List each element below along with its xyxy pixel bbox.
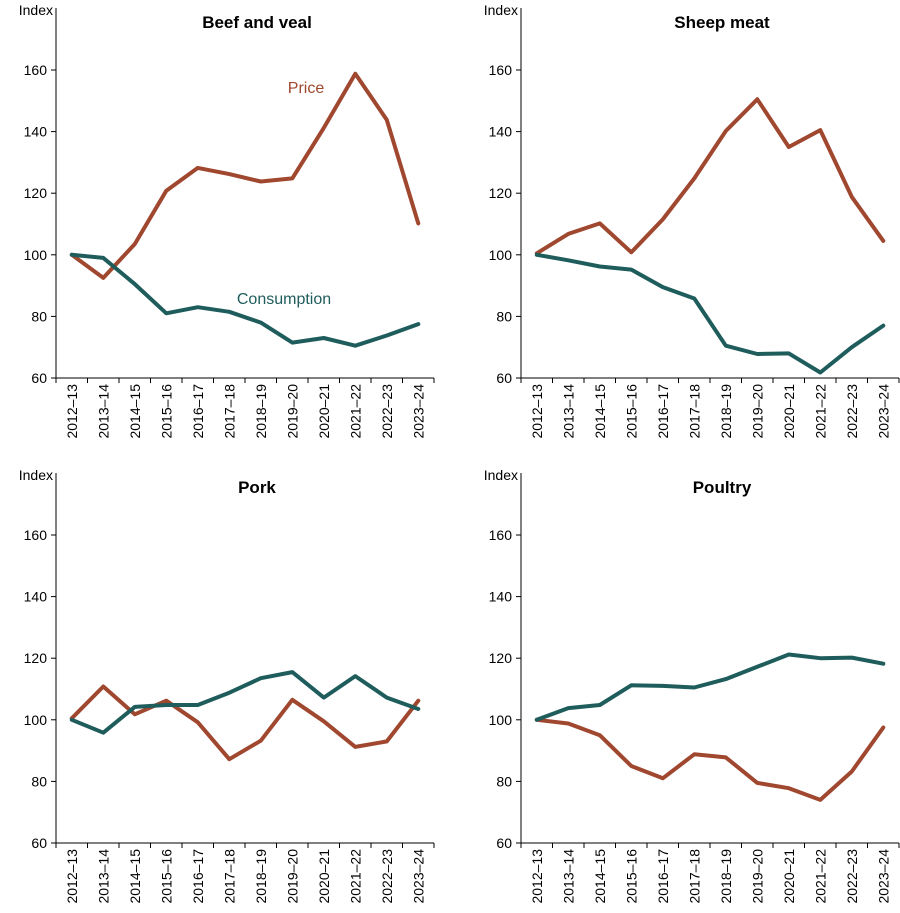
x-tick-label: 2020–21 bbox=[781, 849, 797, 904]
x-tick-label: 2019–20 bbox=[284, 849, 300, 904]
x-tick-label: 2019–20 bbox=[749, 849, 765, 904]
series-line-consumption bbox=[69, 670, 421, 735]
x-tick-label: 2013–14 bbox=[95, 849, 111, 904]
x-tick-label: 2013–14 bbox=[95, 384, 111, 439]
y-tick-label: 100 bbox=[24, 247, 48, 263]
chart-title: Poultry bbox=[693, 478, 752, 497]
x-tick-label: 2018–19 bbox=[718, 849, 734, 904]
chart-panel-3: 60 80 100 120 140 160 Index 2012–13 2013–14 2014–… bbox=[19, 467, 435, 904]
y-tick-label: 140 bbox=[489, 589, 513, 605]
x-tick-label: 2022–23 bbox=[844, 384, 860, 439]
y-tick-label: 100 bbox=[489, 712, 513, 728]
y-tick-label: 100 bbox=[489, 247, 513, 263]
y-tick-label: 120 bbox=[489, 185, 513, 201]
x-tick-label: 2021–22 bbox=[812, 849, 828, 904]
x-tick-label: 2014–15 bbox=[592, 384, 608, 439]
x-tick-label: 2015–16 bbox=[623, 384, 639, 439]
series-line-price bbox=[69, 684, 421, 762]
y-tick-label: 120 bbox=[489, 650, 513, 666]
y-tick-label: 140 bbox=[24, 124, 48, 140]
x-tick-label: 2019–20 bbox=[749, 384, 765, 439]
y-tick-label: 120 bbox=[24, 650, 48, 666]
x-tick-label: 2016–17 bbox=[655, 849, 671, 904]
x-tick-label: 2014–15 bbox=[592, 849, 608, 904]
x-tick-label: 2016–17 bbox=[190, 849, 206, 904]
x-tick-label: 2017–18 bbox=[221, 849, 237, 904]
y-tick-label: 60 bbox=[31, 370, 47, 386]
chart-panel-1: 60 80 100 120 140 160 Index 2012–13 2013–14 2014–… bbox=[19, 2, 435, 439]
x-tick-label: 2018–19 bbox=[253, 384, 269, 439]
y-tick-label: 80 bbox=[31, 773, 47, 789]
chart-panel-4: 60 80 100 120 140 160 Index 2012–13 2013–14 2014–… bbox=[484, 467, 900, 904]
x-tick-label: 2023–24 bbox=[875, 849, 891, 904]
y-tick-label: 80 bbox=[496, 308, 512, 324]
y-tick-label: 80 bbox=[496, 773, 512, 789]
x-tick-label: 2013–14 bbox=[560, 384, 576, 439]
x-tick-label: 2014–15 bbox=[127, 384, 143, 439]
x-tick-label: 2017–18 bbox=[221, 384, 237, 439]
x-tick-label: 2021–22 bbox=[347, 384, 363, 439]
y-tick-label: 160 bbox=[489, 527, 513, 543]
x-tick-label: 2021–22 bbox=[347, 849, 363, 904]
series-line-consumption bbox=[69, 252, 421, 348]
x-tick-label: 2017–18 bbox=[686, 849, 702, 904]
x-tick-label: 2020–21 bbox=[316, 849, 332, 904]
chart-title: Beef and veal bbox=[202, 13, 312, 32]
x-tick-label: 2023–24 bbox=[410, 384, 426, 439]
series-line-consumption bbox=[534, 652, 886, 722]
y-tick-label: 60 bbox=[496, 835, 512, 851]
chart-title: Pork bbox=[238, 478, 276, 497]
x-tick-label: 2012–13 bbox=[64, 849, 80, 904]
x-tick-label: 2017–18 bbox=[686, 384, 702, 439]
y-tick-label: 100 bbox=[24, 712, 48, 728]
x-tick-label: 2018–19 bbox=[253, 849, 269, 904]
y-tick-label: 160 bbox=[24, 62, 48, 78]
y-tick-label: 60 bbox=[31, 835, 47, 851]
chart-title: Sheep meat bbox=[674, 13, 770, 32]
x-tick-label: 2022–23 bbox=[844, 849, 860, 904]
series-line-price bbox=[534, 717, 886, 802]
x-tick-label: 2012–13 bbox=[529, 849, 545, 904]
series-line-consumption bbox=[534, 252, 886, 375]
x-tick-label: 2015–16 bbox=[623, 849, 639, 904]
x-tick-label: 2015–16 bbox=[158, 849, 174, 904]
x-tick-label: 2023–24 bbox=[875, 384, 891, 439]
x-tick-label: 2020–21 bbox=[781, 384, 797, 439]
x-tick-label: 2021–22 bbox=[812, 384, 828, 439]
x-tick-label: 2022–23 bbox=[379, 849, 395, 904]
y-tick-label: 140 bbox=[24, 589, 48, 605]
y-tick-label: 140 bbox=[489, 124, 513, 140]
x-tick-label: 2019–20 bbox=[284, 384, 300, 439]
series-line-price bbox=[69, 71, 421, 280]
x-tick-label: 2022–23 bbox=[379, 384, 395, 439]
y-tick-label: 120 bbox=[24, 185, 48, 201]
y-tick-label: 160 bbox=[489, 62, 513, 78]
y-tick-label: 80 bbox=[31, 308, 47, 324]
x-tick-label: 2013–14 bbox=[560, 849, 576, 904]
x-tick-label: 2012–13 bbox=[529, 384, 545, 439]
x-tick-label: 2018–19 bbox=[718, 384, 734, 439]
x-tick-label: 2014–15 bbox=[127, 849, 143, 904]
series-label-consumption: Consumption bbox=[237, 291, 331, 308]
chart-panel-2: 60 80 100 120 140 160 Index 2012–13 2013–14 2014–… bbox=[484, 2, 900, 439]
x-tick-label: 2015–16 bbox=[158, 384, 174, 439]
y-tick-label: 60 bbox=[496, 370, 512, 386]
y-axis-label: Index bbox=[19, 2, 53, 18]
series-line-price bbox=[534, 97, 886, 256]
y-axis-label: Index bbox=[484, 467, 518, 483]
x-tick-label: 2023–24 bbox=[410, 849, 426, 904]
series-label-price: Price bbox=[288, 80, 325, 97]
x-tick-label: 2016–17 bbox=[655, 384, 671, 439]
y-tick-label: 160 bbox=[24, 527, 48, 543]
y-axis-label: Index bbox=[19, 467, 53, 483]
x-tick-label: 2012–13 bbox=[64, 384, 80, 439]
x-tick-label: 2020–21 bbox=[316, 384, 332, 439]
x-tick-label: 2016–17 bbox=[190, 384, 206, 439]
y-axis-label: Index bbox=[484, 2, 518, 18]
